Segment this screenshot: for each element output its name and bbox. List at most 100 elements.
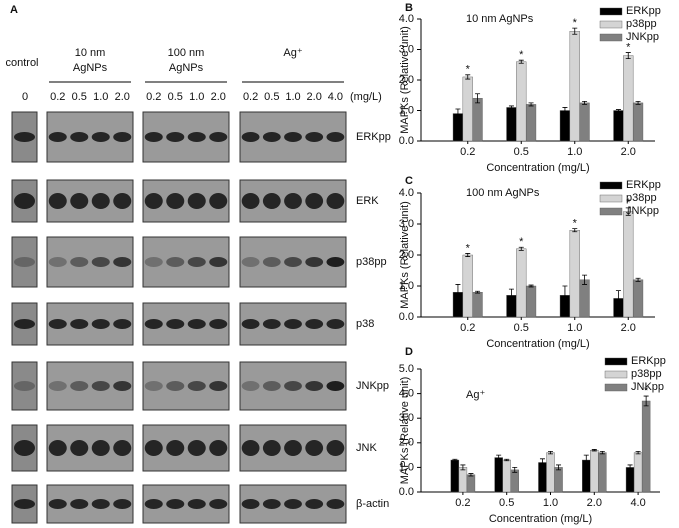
y-tick-label: 5.0 — [399, 363, 414, 375]
error-bar — [582, 100, 588, 105]
lane-label: 0.2 — [50, 91, 65, 103]
error-bar — [643, 395, 649, 407]
x-tick-label: 2.0 — [621, 146, 636, 158]
legend-swatch — [604, 370, 628, 379]
band — [262, 193, 281, 209]
band — [70, 499, 89, 509]
bar — [579, 279, 590, 318]
significance: * — [626, 41, 631, 53]
band — [113, 257, 132, 267]
band — [305, 381, 324, 391]
group-label: AgNPs — [169, 62, 204, 74]
band — [187, 319, 206, 329]
legend-swatch — [599, 207, 623, 216]
error-bar — [496, 454, 502, 461]
band — [166, 381, 185, 391]
band — [144, 193, 163, 209]
band — [326, 193, 345, 209]
y-axis-label: MAPKs (Relative unit) — [399, 201, 411, 309]
blot-box — [11, 361, 38, 411]
error-bar — [635, 451, 641, 455]
lane-label: 1.0 — [93, 91, 108, 103]
error-bar — [582, 274, 588, 285]
chart-title: Ag⁺ — [466, 389, 485, 401]
x-tick-label: 0.2 — [460, 146, 475, 158]
x-axis-label: Concentration (mg/L) — [486, 338, 589, 350]
x-tick-label: 0.2 — [455, 497, 470, 509]
band — [241, 132, 260, 142]
band — [113, 193, 132, 209]
band — [305, 499, 324, 509]
error-bar — [591, 449, 597, 452]
lane-label: 4.0 — [328, 91, 343, 103]
band — [91, 319, 110, 329]
error-bar — [508, 105, 514, 110]
band — [166, 193, 185, 209]
error-bar — [518, 59, 524, 64]
error-bar — [468, 473, 474, 477]
band — [144, 440, 163, 456]
error-bar — [528, 102, 534, 107]
bar — [450, 459, 460, 493]
band — [326, 499, 345, 509]
band — [144, 132, 163, 142]
band — [241, 319, 260, 329]
bar — [472, 98, 483, 142]
y-tick-label: 2.0 — [399, 437, 414, 449]
error-bar — [572, 27, 578, 35]
error-bar — [599, 451, 605, 455]
y-tick-label: 0.0 — [399, 311, 414, 323]
panel-label: D — [405, 346, 413, 358]
band — [284, 257, 302, 267]
band — [113, 381, 132, 391]
band — [241, 193, 260, 209]
error-bar — [635, 100, 641, 105]
bar — [494, 457, 503, 493]
significance: * — [626, 197, 631, 209]
error-bar — [465, 253, 471, 257]
band — [187, 499, 206, 509]
significance: * — [519, 49, 524, 61]
blot-box — [142, 236, 230, 288]
error-bar — [452, 458, 458, 462]
band — [284, 132, 302, 142]
band — [187, 132, 206, 142]
row-label: ERKpp — [356, 131, 391, 143]
bar — [632, 279, 644, 318]
row-label: p38 — [356, 318, 374, 330]
band — [166, 319, 185, 329]
row-label: JNKpp — [356, 380, 389, 392]
band — [14, 132, 35, 142]
legend-swatch — [604, 357, 628, 366]
band — [91, 132, 110, 142]
error-bar — [455, 108, 461, 119]
bar — [613, 110, 624, 142]
error-bar — [504, 458, 510, 462]
y-tick-label: 2.0 — [399, 249, 414, 261]
lane-label: 0.5 — [168, 91, 183, 103]
y-tick-label: 3.0 — [399, 412, 414, 424]
bar — [633, 452, 643, 493]
band — [326, 319, 345, 329]
error-bar — [539, 458, 545, 467]
significance: * — [573, 218, 578, 230]
error-bar — [627, 464, 633, 471]
error-bar — [465, 74, 471, 80]
band — [48, 257, 67, 267]
band — [241, 440, 260, 456]
y-tick-label: 0.0 — [399, 135, 414, 147]
y-tick-label: 4.0 — [399, 187, 414, 199]
band — [70, 132, 89, 142]
y-tick-label: 1.0 — [399, 280, 414, 292]
band — [284, 319, 302, 329]
bar — [546, 452, 555, 493]
error-bar — [528, 284, 534, 288]
x-tick-label: 1.0 — [567, 322, 582, 334]
band — [209, 193, 228, 209]
significance: * — [466, 242, 471, 254]
band — [144, 381, 163, 391]
significance: * — [644, 385, 649, 397]
legend-label: JNKpp — [631, 381, 664, 393]
significance: * — [519, 236, 524, 248]
